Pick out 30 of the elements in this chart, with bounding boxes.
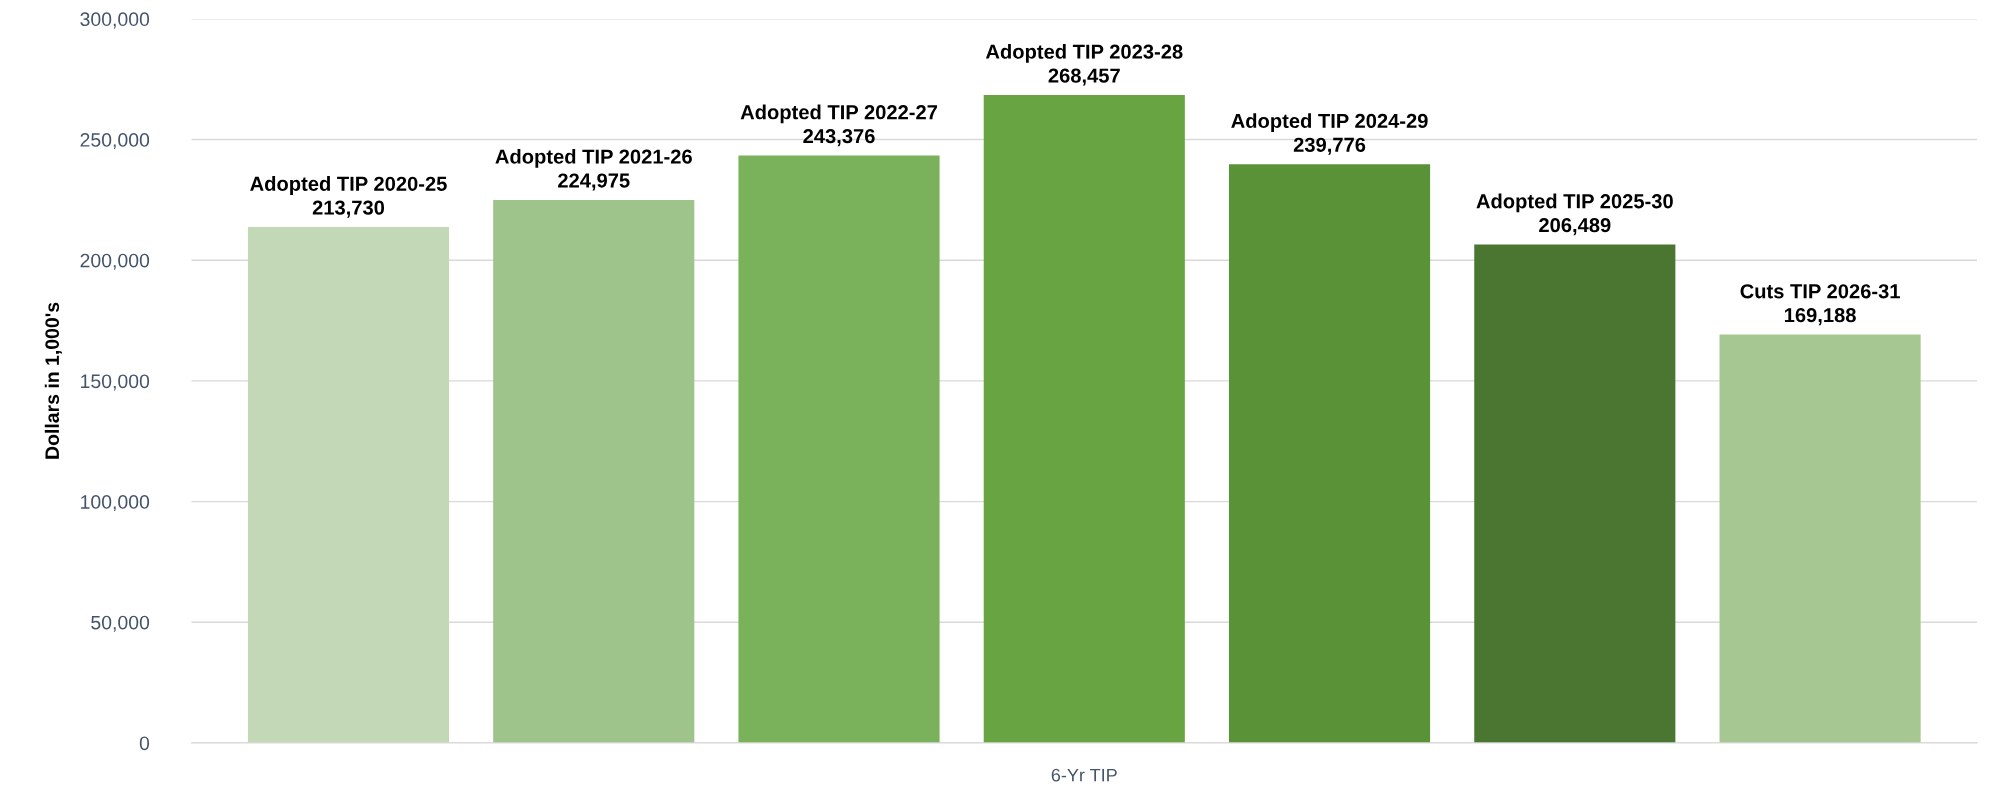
x-tick-label: 6-Yr TIP [1051, 768, 1117, 782]
y-tick-label: 250,000 [80, 133, 150, 150]
series-label: Adopted TIP 2023-28 [985, 44, 1183, 63]
series-label: Adopted TIP 2025-30 [1476, 193, 1673, 213]
series-label: Adopted TIP 2024-29 [1231, 113, 1428, 133]
bar [1719, 334, 1921, 743]
data-label: 206,489 [1539, 218, 1611, 236]
bar [247, 227, 450, 743]
y-tick-label: 100,000 [81, 495, 150, 512]
y-tick-label: 150,000 [81, 374, 150, 391]
y-axis-title: Dollars in 1,000's [44, 302, 62, 459]
bar [983, 95, 1185, 743]
y-tick-label: 50,000 [91, 615, 150, 632]
series-label: Adopted TIP 2022-27 [740, 104, 938, 124]
data-label: 243,376 [803, 128, 875, 147]
series-label: Adopted TIP 2021-26 [495, 148, 692, 168]
data-label: 169,188 [1784, 308, 1856, 326]
series-label: Cuts TIP 2026-31 [1740, 284, 1900, 299]
data-label: 268,457 [1048, 68, 1120, 86]
data-label: 239,776 [1293, 137, 1366, 155]
bar [1474, 244, 1676, 743]
data-label: 224,975 [558, 173, 630, 191]
bar [493, 199, 695, 743]
data-label: 213,730 [312, 200, 385, 218]
bar [1228, 164, 1431, 743]
series-label: Adopted TIP 2020-25 [250, 176, 447, 195]
bar [738, 155, 940, 743]
y-tick-label: 300,000 [80, 12, 150, 29]
y-tick-label: 0 [139, 736, 150, 751]
y-tick-label: 200,000 [80, 253, 150, 270]
